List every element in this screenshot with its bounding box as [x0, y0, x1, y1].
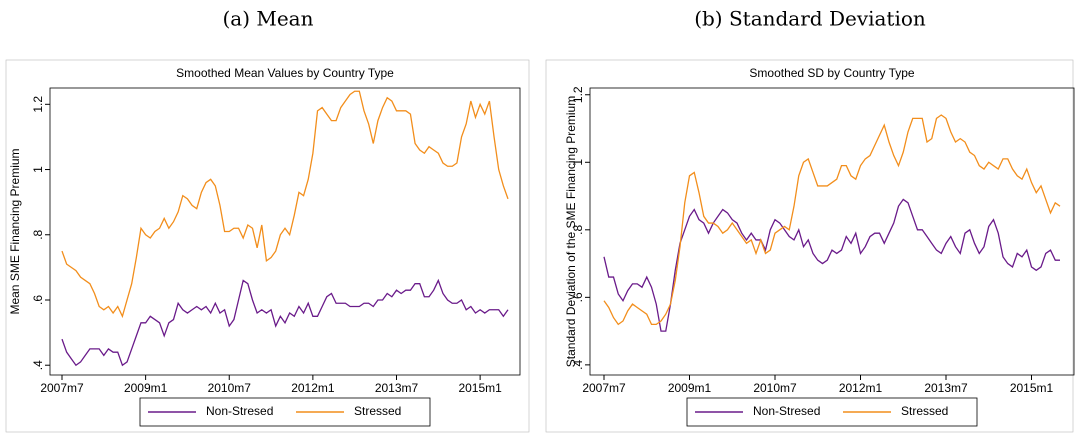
- graph-frame: [545, 59, 1074, 433]
- x-tick-label: 2013m7: [924, 381, 968, 395]
- y-tick-label: .4: [571, 360, 585, 370]
- panel-caption: (a) Mean: [222, 7, 313, 31]
- series-line: [603, 114, 1061, 326]
- legend-label: Non-Stresed: [206, 404, 273, 418]
- x-tick-label: 2015m1: [1010, 381, 1054, 395]
- x-tick-label: 2013m7: [375, 381, 419, 395]
- x-tick-label: 2009m1: [124, 381, 168, 395]
- legend-label: Stressed: [901, 404, 948, 418]
- y-tick-label: 1.2: [571, 86, 585, 103]
- x-tick-label: 2010m7: [753, 381, 797, 395]
- y-tick-label: 1: [571, 159, 585, 166]
- plot-area: [589, 87, 1075, 376]
- plot-area: [49, 87, 521, 376]
- series-line: [61, 278, 509, 367]
- x-tick-label: 2010m7: [208, 381, 252, 395]
- panel-caption: (b) Standard Deviation: [694, 7, 926, 31]
- series-line: [61, 90, 509, 319]
- x-tick-label: 2012m1: [291, 381, 335, 395]
- y-tick-label: .4: [31, 360, 45, 370]
- y-axis-title: Standard Deviation of the SME Financing …: [564, 96, 578, 367]
- y-tick-label: .8: [31, 229, 45, 239]
- legend-label: Non-Stresed: [753, 404, 820, 418]
- y-tick-label: 1: [31, 166, 45, 173]
- series-line: [603, 198, 1060, 332]
- y-tick-label: .6: [571, 292, 585, 302]
- x-tick-label: 2012m1: [839, 381, 883, 395]
- legend-label: Stressed: [354, 404, 401, 418]
- x-tick-label: 2007m7: [582, 381, 626, 395]
- y-tick-label: .8: [571, 224, 585, 234]
- y-tick-label: 1.2: [31, 96, 45, 113]
- x-tick-label: 2007m7: [40, 381, 84, 395]
- x-tick-label: 2015m1: [458, 381, 502, 395]
- chart-title: Smoothed SD by Country Type: [749, 66, 915, 80]
- y-axis-title: Mean SME Financing Premium: [8, 148, 22, 314]
- graph-frame: [5, 59, 530, 433]
- y-tick-label: .6: [31, 295, 45, 305]
- chart-title: Smoothed Mean Values by Country Type: [176, 66, 394, 80]
- x-tick-label: 2009m1: [668, 381, 712, 395]
